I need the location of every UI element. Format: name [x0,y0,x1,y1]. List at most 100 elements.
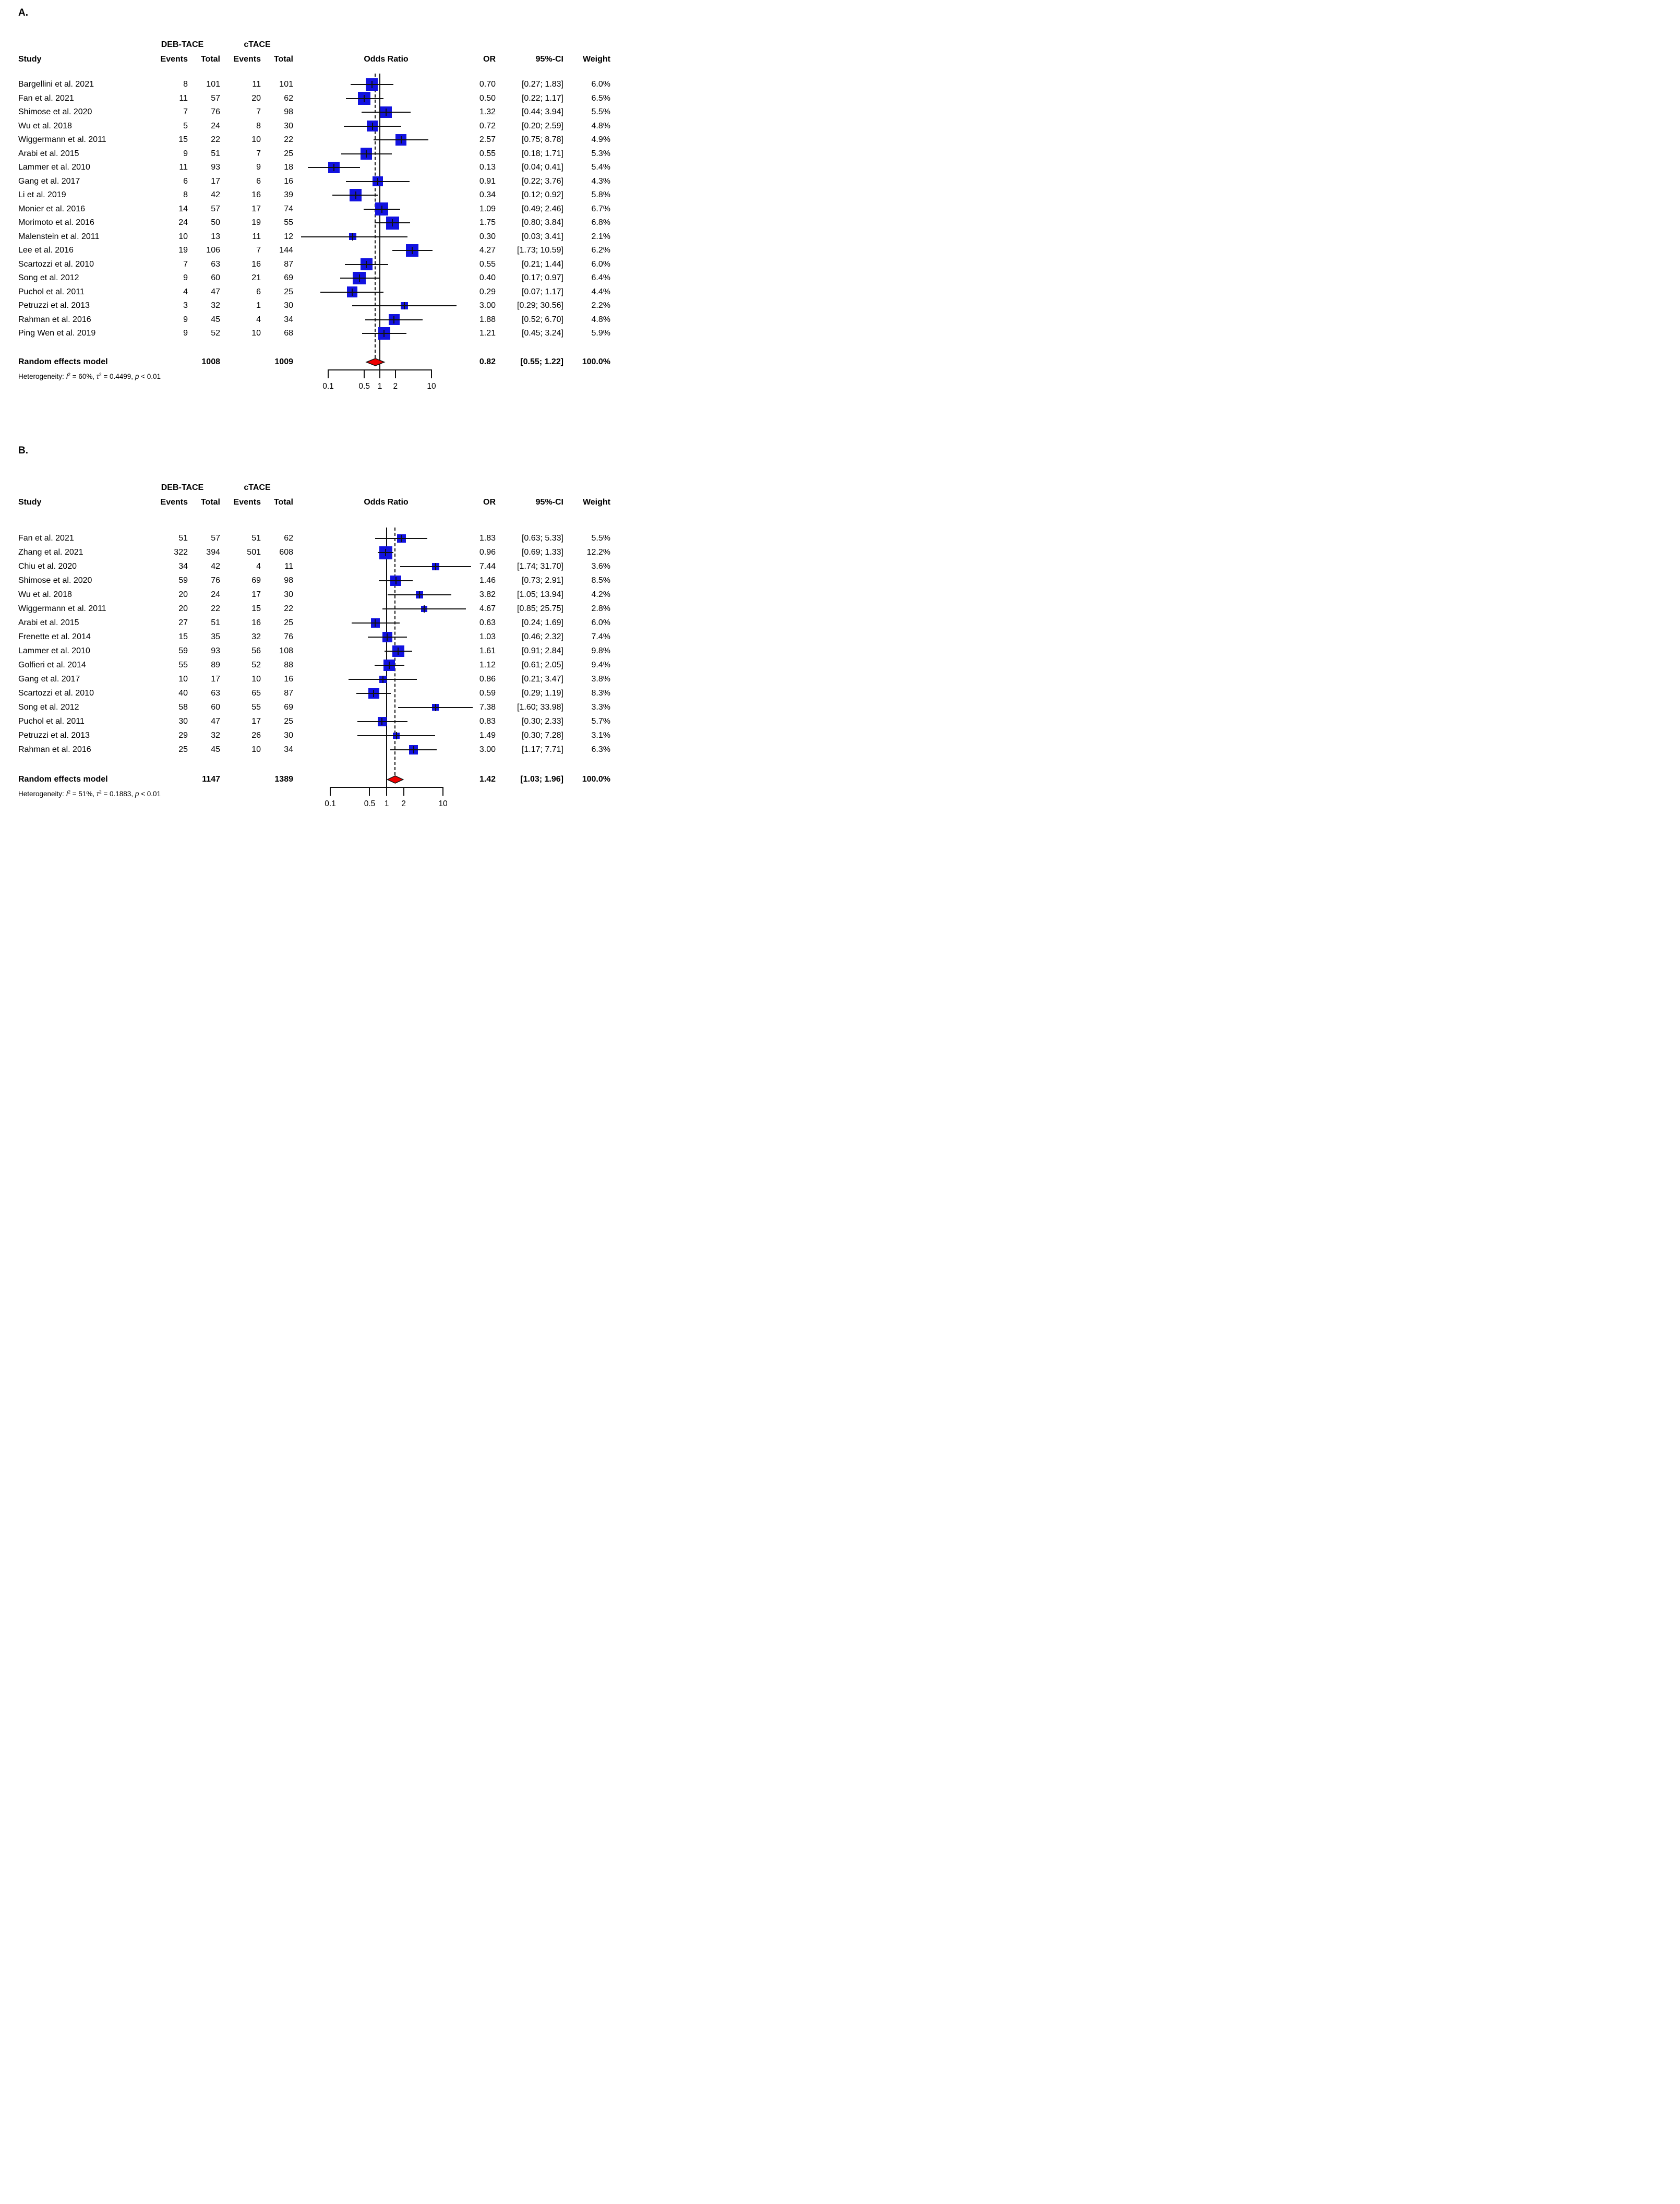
pooled-deb-total: 1147 [202,775,220,784]
or-value: 3.82 [479,590,496,599]
weight-value: 7.4% [591,632,610,641]
weight-value: 5.5% [591,107,610,116]
forest-row-plot [297,588,475,602]
deb-events: 20 [178,590,188,599]
group2-header: cTACE [244,40,271,49]
effect-tick [364,94,365,102]
study-name: Arabi et al. 2015 [18,618,79,627]
ctace-total: 22 [284,604,293,613]
weight-column-header: Weight [582,498,610,507]
deb-total: 22 [211,604,220,613]
ctace-total: 30 [284,731,293,740]
effect-tick [398,648,399,655]
ctace-total: 88 [284,661,293,669]
axis-tick-label: 1 [377,382,382,391]
forest-row-plot [297,299,475,313]
effect-tick [351,288,353,296]
or-value: 0.34 [479,190,496,199]
effect-tick [400,136,402,143]
ctace-total: 68 [284,329,293,338]
heterogeneity-token: 2 [68,789,70,795]
weight-value: 6.4% [591,273,610,282]
axis-tick-label: 0.5 [364,799,376,808]
heterogeneity-token: 2 [68,372,70,377]
weight-value: 5.4% [591,163,610,172]
study-name: Malenstein et al. 2011 [18,232,100,241]
ctace-events: 11 [252,232,261,241]
effect-tick [404,302,405,309]
ci-value: [0.69; 1.33] [521,548,563,557]
ctace-events: 17 [251,717,261,726]
ci-value: [0.91; 2.84] [521,646,563,655]
forest-row-plot [297,616,475,630]
effect-tick [381,718,383,725]
panel-a-label: A. [18,7,28,18]
ctace-total: 25 [284,717,293,726]
ci-value: [1.60; 33.98] [517,703,563,712]
ctace-total: 30 [284,121,293,130]
ctace-total: 22 [284,135,293,144]
study-name: Ping Wen et al. 2019 [18,329,96,338]
effect-tick [333,164,335,171]
ctace-total: 30 [284,590,293,599]
forest-row-plot [297,715,475,728]
weight-value: 2.1% [591,232,610,241]
deb-total: 17 [211,176,220,186]
or-value: 0.96 [479,548,496,557]
deb-total: 45 [211,315,220,324]
ctace-events: 65 [251,689,261,698]
weight-value: 6.8% [591,218,610,227]
deb-total: 50 [211,218,220,227]
weight-value: 2.2% [591,301,610,310]
panel-b-label: B. [18,445,28,456]
weight-value: 3.6% [591,562,610,571]
effect-tick [366,260,367,268]
effect-tick [387,633,388,641]
effect-tick [358,274,360,282]
ctace-total: 62 [284,93,293,103]
weight-value: 4.9% [591,135,610,144]
ctace-total: 55 [284,218,293,227]
weight-value: 6.0% [591,618,610,627]
forest-row-plot [297,658,475,672]
ci-value: [0.52; 6.70] [521,315,563,324]
ctace-events: 16 [251,190,261,199]
effect-tick [401,535,402,542]
forest-row-plot [297,161,475,174]
deb-total: 106 [206,246,220,255]
pooled-diamond [365,358,386,366]
forest-row-plot [297,560,475,573]
ci-value: [1.73; 10.59] [517,246,563,255]
study-column-header: Study [18,55,42,64]
ci-value: [1.17; 7.71] [521,745,563,754]
deb-events: 30 [178,717,188,726]
deb-events: 3 [183,301,188,310]
ctace-events: 9 [256,163,261,172]
ctace-events: 51 [251,534,261,543]
deb-events: 14 [178,204,188,213]
weight-value: 6.7% [591,204,610,213]
ctace-total: 74 [284,204,293,213]
study-name: Song et al. 2012 [18,273,79,282]
null-effect-line [386,528,387,788]
heterogeneity-note: Heterogeneity: I2 = 51%, τ2 = 0.1883, p … [18,789,161,799]
deb-total: 22 [211,135,220,144]
ci-value: [0.18; 1.71] [521,149,563,158]
deb-events: 27 [178,618,188,627]
deb-total: 51 [211,149,220,158]
effect-tick [412,247,413,254]
deb-events: 322 [174,548,188,557]
total1-column-header: Total [200,498,220,507]
forest-row-plot [297,216,475,230]
axis-tick [431,369,432,378]
study-name: Scartozzi et al. 2010 [18,259,94,269]
forest-row-plot [297,602,475,616]
or-value: 0.30 [479,232,496,241]
weight-value: 8.3% [591,689,610,698]
deb-total: 47 [211,717,220,726]
deb-events: 24 [178,218,188,227]
study-name: Shimose et al. 2020 [18,107,92,116]
deb-total: 17 [211,675,220,684]
study-name: Wiggermann et al. 2011 [18,604,106,613]
effect-tick [373,690,375,697]
